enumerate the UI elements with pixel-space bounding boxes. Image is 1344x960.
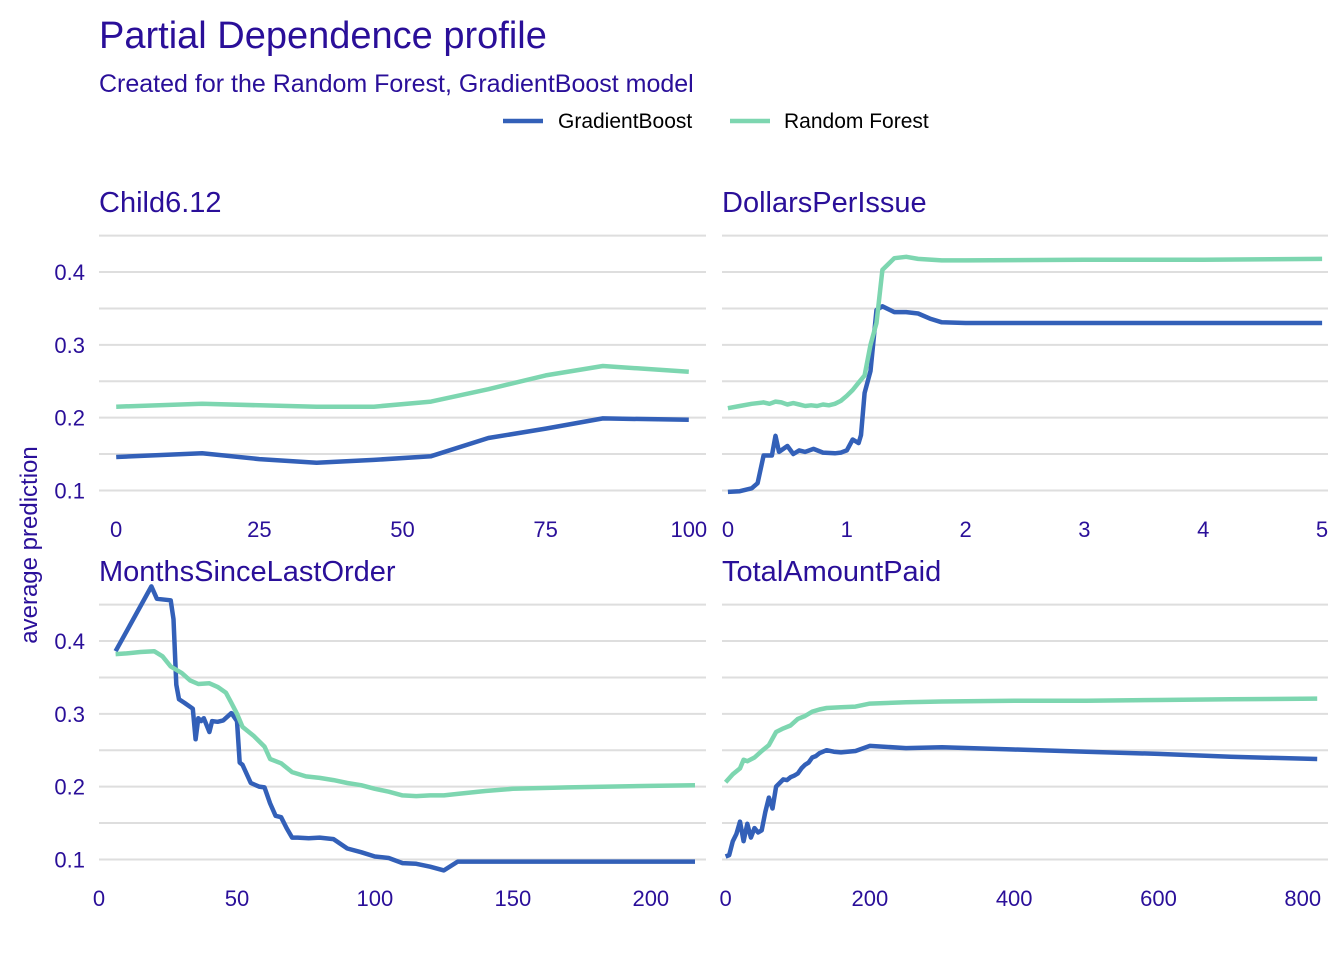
chart-subtitle: Created for the Random Forest, GradientB… xyxy=(99,70,694,98)
panel-title: Child6.12 xyxy=(99,187,222,219)
panel-title: TotalAmountPaid xyxy=(722,556,941,588)
x-tick-label: 150 xyxy=(495,886,532,911)
series-line-random-forest xyxy=(727,254,1323,411)
series-line-gradientboost xyxy=(116,416,689,466)
y-tick-label: 0.1 xyxy=(54,847,85,872)
legend-label-random-forest: Random Forest xyxy=(784,110,929,133)
y-axis-label: average prediction xyxy=(16,446,43,643)
x-tick-label: 75 xyxy=(533,517,557,542)
x-tick-label: 5 xyxy=(1316,517,1328,542)
y-tick-label: 0.4 xyxy=(54,629,85,654)
series-line-random-forest xyxy=(115,648,696,799)
x-tick-label: 100 xyxy=(357,886,394,911)
legend-label-gradientboost: GradientBoost xyxy=(558,110,692,133)
series-line-gradientboost xyxy=(724,743,1318,859)
x-tick-label: 200 xyxy=(852,886,889,911)
y-tick-label: 0.3 xyxy=(54,702,85,727)
x-tick-label: 50 xyxy=(390,517,414,542)
x-tick-label: 4 xyxy=(1197,517,1209,542)
series-line-random-forest xyxy=(723,696,1318,784)
series-line-random-forest xyxy=(116,363,689,409)
series-line-gradientboost xyxy=(113,584,695,873)
x-tick-label: 25 xyxy=(247,517,271,542)
y-tick-label: 0.2 xyxy=(54,406,85,431)
y-tick-label: 0.1 xyxy=(54,478,85,503)
x-tick-label: 0 xyxy=(719,886,731,911)
x-tick-label: 0 xyxy=(110,517,122,542)
y-tick-label: 0.4 xyxy=(54,260,85,285)
x-tick-label: 1 xyxy=(841,517,853,542)
panel-monthssincelastorder: MonthsSinceLastOrder 0.1 0.2 0.3 0.4 0 50 100 15… xyxy=(54,556,706,911)
x-tick-label: 0 xyxy=(93,886,105,911)
x-tick-label: 3 xyxy=(1078,517,1090,542)
x-tick-label: 400 xyxy=(996,886,1033,911)
y-tick-label: 0.3 xyxy=(54,333,85,358)
series-line-gradientboost xyxy=(727,304,1323,495)
y-tick-label: 0.2 xyxy=(54,775,85,800)
x-tick-label: 100 xyxy=(670,517,707,542)
x-tick-label: 600 xyxy=(1140,886,1177,911)
x-tick-label: 200 xyxy=(632,886,669,911)
panel-child6-12: Child6.12 0.1 0.2 0.3 0.4 0 25 50 75 100 xyxy=(54,187,707,542)
x-tick-label: 2 xyxy=(959,517,971,542)
panel-totalamountpaid: TotalAmountPaid 0 200 400 600 800 xyxy=(719,556,1328,911)
x-tick-label: 50 xyxy=(225,886,249,911)
facet-panels: Child6.120.10.20.30.40 25 50 75 100DollarsPe… xyxy=(54,187,1328,911)
panel-dollarsperissue: DollarsPerIssue 0 1 2 3 4 5 xyxy=(722,187,1328,542)
chart-title: Partial Dependence profile xyxy=(99,15,547,57)
legend: GradientBoost Random Forest xyxy=(503,110,929,133)
panel-title: DollarsPerIssue xyxy=(722,187,927,219)
x-tick-label: 800 xyxy=(1284,886,1321,911)
panel-title: MonthsSinceLastOrder xyxy=(99,556,396,588)
x-tick-label: 0 xyxy=(722,517,734,542)
